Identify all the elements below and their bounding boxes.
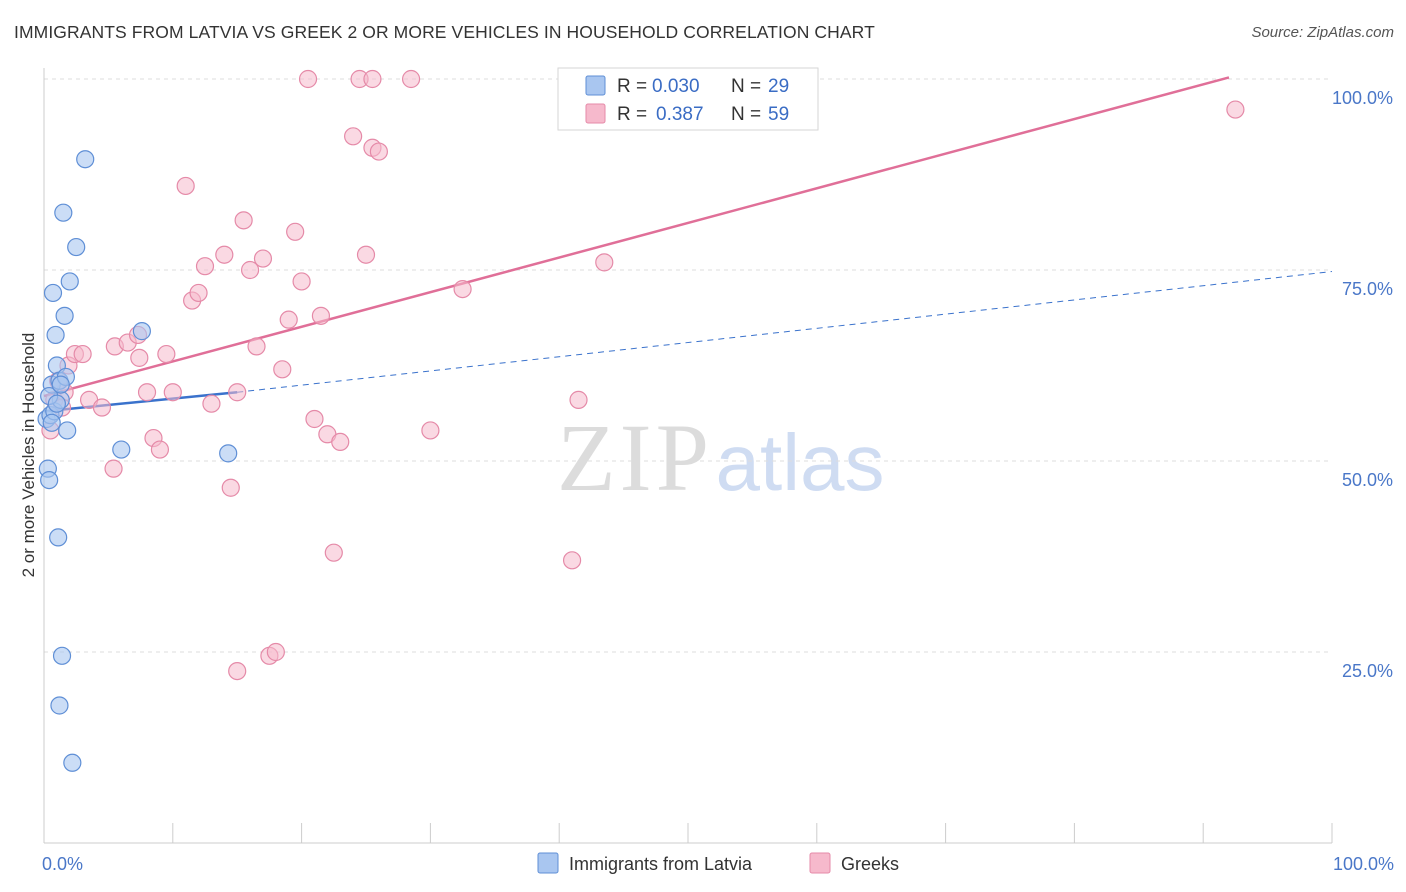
chart-title: IMMIGRANTS FROM LATVIA VS GREEK 2 OR MOR…: [14, 22, 875, 42]
greeks-point: [228, 383, 247, 402]
latvia-point: [67, 237, 86, 257]
y-tick-label-25: 25.0%: [1342, 661, 1393, 681]
latvia-point: [50, 696, 69, 715]
greeks-point: [344, 127, 363, 146]
greeks-point: [202, 394, 221, 413]
greeks-point: [569, 390, 588, 409]
greeks-point: [163, 383, 182, 402]
legend-r-label-latvia: R =: [617, 76, 647, 97]
greeks-point: [228, 661, 247, 681]
greeks-point: [234, 211, 253, 230]
latvia-point: [132, 322, 151, 341]
legend-r-value-latvia: 0.030: [652, 76, 700, 97]
chart-source: Source: ZipAtlas.com: [1251, 24, 1394, 41]
bottom-legend-label-greeks: Greeks: [841, 854, 899, 874]
latvia-point: [52, 646, 72, 665]
greeks-point: [266, 642, 285, 662]
latvia-points: [37, 150, 238, 772]
legend-swatch-latvia: [585, 75, 606, 96]
greeks-point: [311, 306, 331, 325]
greeks-point: [189, 283, 208, 303]
legend-r-label-greeks: R =: [617, 104, 647, 125]
x-tick-label-max: 100.0%: [1333, 854, 1394, 874]
latvia-point: [60, 272, 79, 291]
greeks-point: [130, 348, 149, 367]
legend-r-value-greeks: 0.387: [656, 104, 704, 125]
greeks-point: [292, 272, 311, 291]
bottom-legend-swatch-latvia: [537, 852, 559, 874]
greeks-point: [150, 440, 170, 459]
latvia-point: [47, 394, 66, 413]
latvia-point: [76, 150, 95, 169]
greeks-point: [157, 344, 176, 364]
y-tick-label-50: 50.0%: [1342, 470, 1393, 490]
x-ticks: [172, 823, 1333, 843]
legend-n-label-latvia: N =: [731, 76, 761, 97]
greeks-point: [595, 253, 614, 272]
greeks-point: [1226, 100, 1245, 119]
latvia-point: [54, 203, 73, 222]
latvia-point: [58, 421, 77, 440]
y-tick-label-75: 75.0%: [1342, 279, 1393, 299]
greeks-point: [73, 344, 92, 364]
latvia-point: [49, 528, 68, 547]
bottom-legend-label-latvia: Immigrants from Latvia: [569, 854, 753, 874]
legend-n-label-greeks: N =: [731, 104, 761, 125]
latvia-point: [51, 375, 70, 394]
greeks-point: [247, 337, 266, 356]
y-tick-label-100: 100.0%: [1332, 88, 1393, 108]
series-legend: Immigrants from Latvia Greeks: [537, 852, 899, 874]
greeks-point: [356, 245, 376, 264]
latvia-point: [42, 413, 61, 432]
greeks-point: [369, 142, 388, 161]
latvia-trend-line: [43, 390, 238, 413]
grid-lines: [44, 78, 1332, 653]
greeks-point: [286, 222, 305, 241]
greeks-point: [221, 478, 240, 497]
greeks-point: [279, 310, 298, 329]
latvia-point: [112, 440, 131, 459]
watermark-atlas: atlas: [716, 418, 885, 507]
y-axis-title: 2 or more Vehicles in Household: [19, 333, 38, 578]
greeks-point: [453, 280, 472, 299]
latvia-point: [46, 325, 65, 345]
latvia-point: [55, 306, 74, 325]
greeks-point: [240, 260, 260, 280]
latvia-trend-extension: [237, 271, 1333, 393]
greeks-point: [137, 383, 157, 402]
legend-n-value-latvia: 29: [768, 76, 789, 97]
greeks-point: [363, 69, 382, 89]
correlation-legend: R = 0.030 N = 29 R = 0.387 N = 59: [557, 67, 819, 131]
latvia-point: [43, 283, 63, 303]
latvia-point: [40, 471, 59, 490]
greeks-point: [176, 176, 195, 196]
legend-swatch-greeks: [585, 103, 606, 124]
greeks-points: [41, 69, 1245, 681]
greeks-point: [215, 245, 234, 264]
greeks-trend-line: [43, 76, 1230, 398]
greeks-point: [331, 432, 350, 451]
greeks-point: [324, 543, 343, 562]
legend-n-value-greeks: 59: [768, 104, 789, 125]
greeks-point: [421, 421, 440, 440]
y-tick-labels: 25.0% 50.0% 75.0% 100.0%: [1332, 88, 1393, 681]
greeks-point: [401, 69, 421, 89]
greeks-point: [104, 459, 123, 478]
greeks-point: [298, 69, 318, 89]
x-tick-label-min: 0.0%: [42, 854, 83, 874]
greeks-point: [92, 398, 112, 417]
greeks-point: [562, 551, 582, 570]
latvia-point: [63, 753, 82, 772]
bottom-legend-swatch-greeks: [809, 852, 831, 874]
greeks-point: [195, 257, 215, 276]
watermark-zip: ZIP: [557, 404, 713, 511]
greeks-point: [273, 360, 292, 379]
trend-lines: [43, 76, 1333, 413]
greeks-point: [305, 409, 324, 429]
greeks-point: [253, 249, 273, 268]
latvia-point: [219, 444, 238, 463]
